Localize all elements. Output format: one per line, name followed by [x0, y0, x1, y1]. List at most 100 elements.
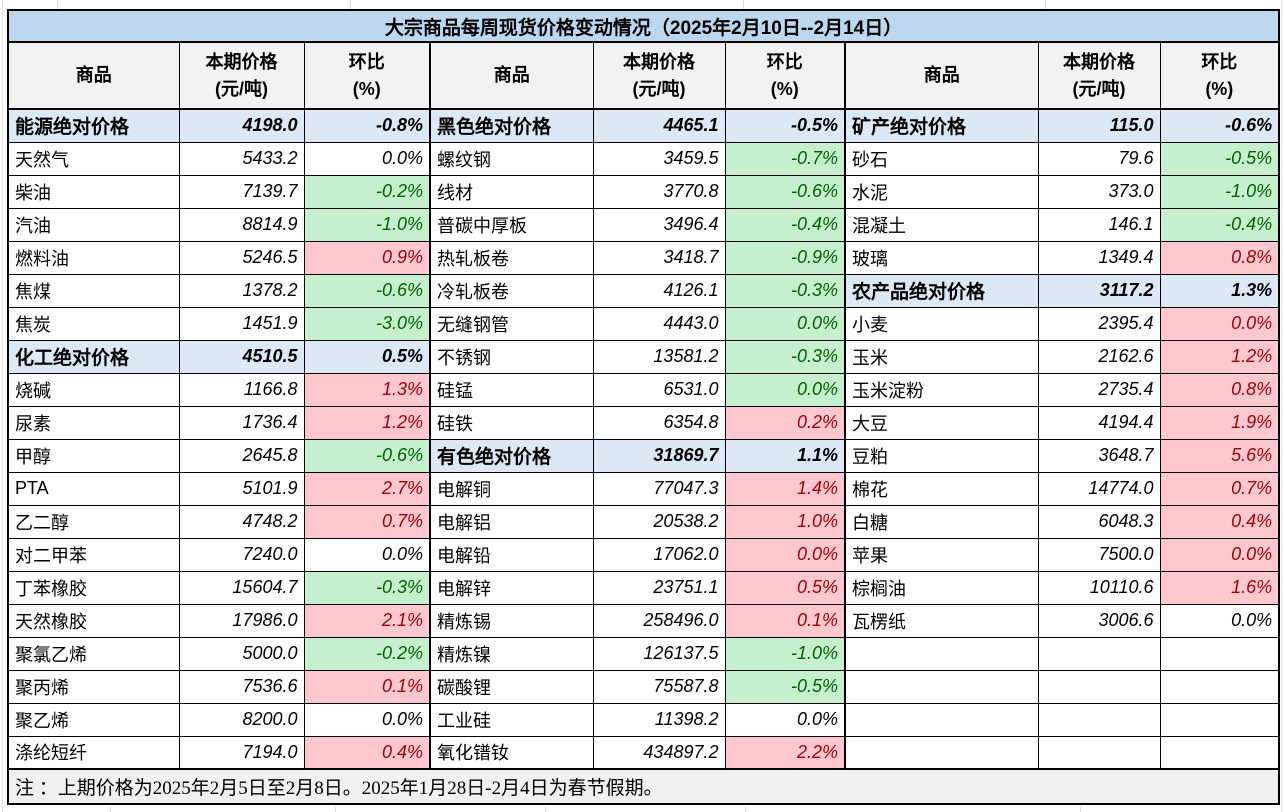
commodity-cell[interactable]: 线材 [429, 174, 594, 209]
pct-change-cell[interactable] [1159, 636, 1280, 671]
pct-change-cell[interactable]: 0.0% [724, 537, 846, 572]
header-pct[interactable]: 环比 (%) [724, 41, 846, 110]
pct-change-cell[interactable]: 0.0% [1159, 537, 1280, 572]
pct-change-cell[interactable]: 0.5% [303, 339, 431, 374]
pct-change-cell[interactable]: 0.7% [1159, 471, 1280, 506]
pct-change-cell[interactable]: -0.6% [1159, 108, 1280, 143]
pct-change-cell[interactable]: 2.1% [303, 603, 431, 638]
price-cell[interactable]: 5246.5 [178, 240, 305, 275]
pct-change-cell[interactable]: 0.0% [303, 702, 431, 737]
commodity-cell[interactable]: 玉米淀粉 [844, 372, 1039, 407]
pct-change-cell[interactable]: 1.4% [724, 471, 846, 506]
price-cell[interactable]: 2645.8 [178, 438, 305, 473]
commodity-cell[interactable]: 苹果 [844, 537, 1039, 572]
commodity-cell[interactable]: 瓦楞纸 [844, 603, 1039, 638]
commodity-cell[interactable]: 砂石 [844, 141, 1039, 176]
category-label-cell[interactable]: 有色绝对价格 [429, 438, 594, 473]
commodity-cell[interactable]: 丁苯橡胶 [7, 570, 180, 605]
pct-change-cell[interactable]: 0.5% [724, 570, 846, 605]
commodity-cell[interactable]: 电解铜 [429, 471, 594, 506]
pct-change-cell[interactable]: -0.6% [303, 273, 431, 308]
commodity-cell[interactable]: 玻璃 [844, 240, 1039, 275]
pct-change-cell[interactable]: 0.8% [1159, 240, 1280, 275]
price-cell[interactable]: 3496.4 [592, 207, 726, 242]
commodity-cell[interactable]: 不锈钢 [429, 339, 594, 374]
price-cell[interactable]: 2395.4 [1037, 306, 1161, 341]
pct-change-cell[interactable]: 1.0% [724, 504, 846, 539]
category-label-cell[interactable]: 黑色绝对价格 [429, 108, 594, 143]
header-commodity[interactable]: 商品 [7, 41, 180, 110]
pct-change-cell[interactable]: 1.2% [303, 405, 431, 440]
pct-change-cell[interactable]: -0.3% [724, 273, 846, 308]
commodity-cell[interactable]: 涤纶短纤 [7, 735, 180, 770]
pct-change-cell[interactable]: -0.5% [724, 108, 846, 143]
pct-change-cell[interactable]: -0.6% [724, 174, 846, 209]
price-cell[interactable]: 4198.0 [178, 108, 305, 143]
pct-change-cell[interactable] [1159, 669, 1280, 704]
pct-change-cell[interactable]: -0.5% [1159, 141, 1280, 176]
price-cell[interactable]: 75587.8 [592, 669, 726, 704]
price-cell[interactable]: 11398.2 [592, 702, 726, 737]
header-price[interactable]: 本期价格 (元/吨) [178, 41, 305, 110]
pct-change-cell[interactable]: 0.2% [724, 405, 846, 440]
price-cell[interactable]: 8200.0 [178, 702, 305, 737]
commodity-cell[interactable]: 水泥 [844, 174, 1039, 209]
commodity-cell[interactable]: 乙二醇 [7, 504, 180, 539]
pct-change-cell[interactable]: -0.4% [1159, 207, 1280, 242]
price-cell[interactable]: 3006.6 [1037, 603, 1161, 638]
price-cell[interactable]: 14774.0 [1037, 471, 1161, 506]
price-cell[interactable]: 6531.0 [592, 372, 726, 407]
commodity-cell[interactable]: 焦炭 [7, 306, 180, 341]
pct-change-cell[interactable]: -0.4% [724, 207, 846, 242]
commodity-cell[interactable]: 焦煤 [7, 273, 180, 308]
pct-change-cell[interactable]: 2.2% [724, 735, 846, 770]
commodity-cell[interactable]: 无缝钢管 [429, 306, 594, 341]
pct-change-cell[interactable]: 5.6% [1159, 438, 1280, 473]
price-cell[interactable]: 23751.1 [592, 570, 726, 605]
price-cell[interactable]: 7139.7 [178, 174, 305, 209]
price-cell[interactable]: 8814.9 [178, 207, 305, 242]
commodity-cell[interactable]: 聚丙烯 [7, 669, 180, 704]
header-price[interactable]: 本期价格 (元/吨) [592, 41, 726, 110]
commodity-cell[interactable]: 冷轧板卷 [429, 273, 594, 308]
price-cell[interactable]: 115.0 [1037, 108, 1161, 143]
commodity-cell[interactable]: 大豆 [844, 405, 1039, 440]
price-cell[interactable]: 373.0 [1037, 174, 1161, 209]
commodity-cell[interactable]: 热轧板卷 [429, 240, 594, 275]
commodity-cell[interactable]: 豆粕 [844, 438, 1039, 473]
commodity-cell[interactable]: 小麦 [844, 306, 1039, 341]
commodity-cell[interactable]: 棕榈油 [844, 570, 1039, 605]
price-cell[interactable]: 2735.4 [1037, 372, 1161, 407]
price-cell[interactable]: 17986.0 [178, 603, 305, 638]
category-label-cell[interactable]: 矿产绝对价格 [844, 108, 1039, 143]
price-cell[interactable]: 7194.0 [178, 735, 305, 770]
commodity-cell[interactable]: 白糖 [844, 504, 1039, 539]
pct-change-cell[interactable]: 0.9% [303, 240, 431, 275]
price-cell[interactable] [1037, 735, 1161, 770]
commodity-cell[interactable]: 氧化镨钕 [429, 735, 594, 770]
price-cell[interactable]: 15604.7 [178, 570, 305, 605]
commodity-cell[interactable]: PTA [7, 471, 180, 506]
commodity-cell[interactable]: 柴油 [7, 174, 180, 209]
pct-change-cell[interactable]: -0.3% [303, 570, 431, 605]
pct-change-cell[interactable]: 1.2% [1159, 339, 1280, 374]
commodity-cell[interactable]: 聚乙烯 [7, 702, 180, 737]
table-title[interactable]: 大宗商品每周现货价格变动情况（2025年2月10日--2月14日） [8, 10, 1280, 43]
commodity-cell[interactable]: 烧碱 [7, 372, 180, 407]
pct-change-cell[interactable] [1159, 735, 1280, 770]
commodity-cell[interactable]: 碳酸锂 [429, 669, 594, 704]
commodity-cell[interactable]: 棉花 [844, 471, 1039, 506]
price-cell[interactable]: 3459.5 [592, 141, 726, 176]
header-pct[interactable]: 环比 (%) [303, 41, 431, 110]
price-cell[interactable]: 258496.0 [592, 603, 726, 638]
commodity-cell[interactable] [844, 735, 1039, 770]
price-cell[interactable]: 1736.4 [178, 405, 305, 440]
category-label-cell[interactable]: 化工绝对价格 [7, 339, 180, 374]
pct-change-cell[interactable]: 2.7% [303, 471, 431, 506]
price-cell[interactable]: 4748.2 [178, 504, 305, 539]
header-price[interactable]: 本期价格 (元/吨) [1037, 41, 1161, 110]
category-label-cell[interactable]: 农产品绝对价格 [844, 273, 1039, 308]
pct-change-cell[interactable]: 1.6% [1159, 570, 1280, 605]
pct-change-cell[interactable]: 1.3% [1159, 273, 1280, 308]
price-cell[interactable]: 2162.6 [1037, 339, 1161, 374]
